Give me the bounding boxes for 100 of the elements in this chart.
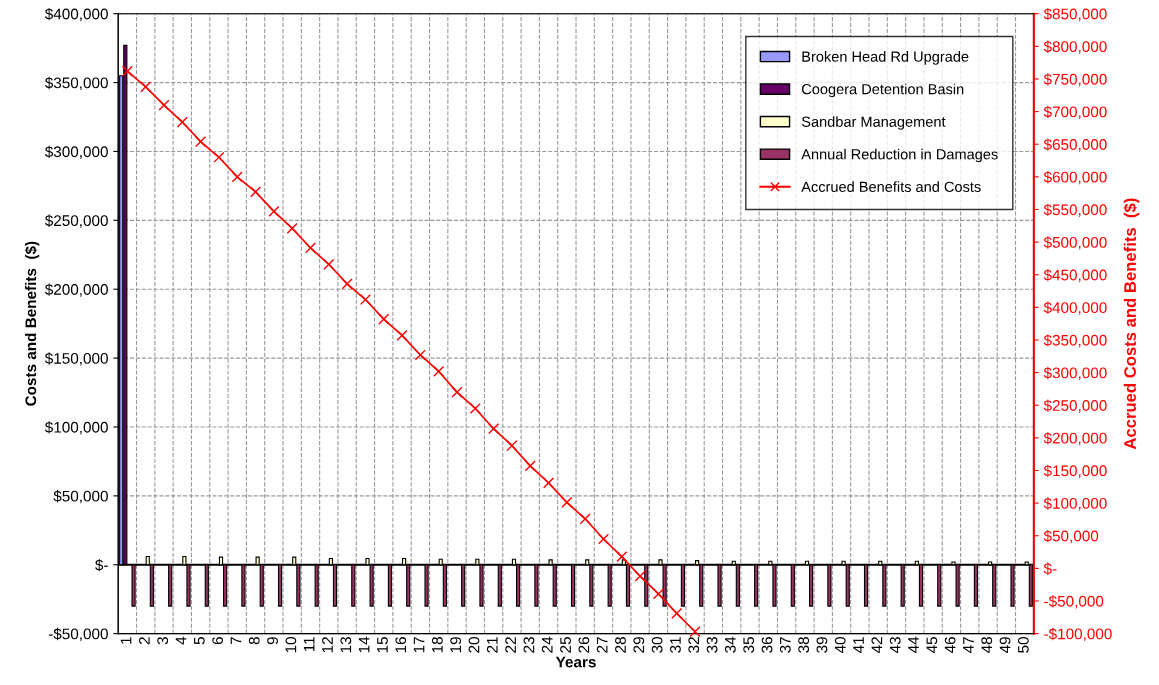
x-tick-label: 20 <box>468 637 480 653</box>
y2-tick-label: $200,000 <box>1043 432 1107 446</box>
point <box>469 402 481 415</box>
y2-tick-label: $650,000 <box>1043 138 1107 152</box>
point <box>634 570 646 582</box>
y-tick-label: $400,000 <box>44 7 108 22</box>
y-tick-label: -$50,000 <box>48 627 108 642</box>
x-tick-label: 33 <box>706 637 718 653</box>
point <box>268 205 280 217</box>
point <box>506 440 518 452</box>
x-axis-title: Years <box>555 656 596 668</box>
y2-tick-label: $800,000 <box>1043 40 1107 54</box>
x-tick-label: 11 <box>303 637 315 652</box>
y2-tick-label: -$50,000 <box>1044 595 1104 609</box>
x-tick-label: 9 <box>267 637 278 645</box>
x-tick-label: 8 <box>248 637 260 645</box>
x-tick-label: 4 <box>175 636 187 645</box>
y2-tick-label: $850,000 <box>1043 7 1107 22</box>
point <box>396 329 408 341</box>
x-tick-label: 44 <box>908 636 919 654</box>
point <box>542 477 555 489</box>
point <box>451 386 463 398</box>
point <box>250 186 262 198</box>
y2-tick-label: $700,000 <box>1043 105 1107 120</box>
point <box>616 551 628 563</box>
y2-tick-label: $100,000 <box>1043 497 1107 511</box>
x-tick-label: 14 <box>358 636 370 653</box>
x-tick-label: 21 <box>486 637 498 653</box>
point <box>652 588 664 600</box>
y2-tick-label: $250,000 <box>1043 399 1107 413</box>
y2-tick-label: $450,000 <box>1043 268 1107 283</box>
y2-tick-label: $750,000 <box>1043 73 1107 87</box>
y-tick-label: $100,000 <box>44 421 108 435</box>
point <box>524 460 536 472</box>
x-tick-label: 1 <box>120 637 132 644</box>
point <box>213 151 225 163</box>
point <box>597 533 610 545</box>
point <box>286 222 298 234</box>
point <box>671 607 683 619</box>
x-tick-label: 15 <box>377 637 388 653</box>
x-tick-label: 26 <box>578 637 590 653</box>
point <box>579 513 591 525</box>
y2-tick-label: $50,000 <box>1043 529 1099 544</box>
point <box>359 293 371 306</box>
x-tick-label: 27 <box>596 637 608 653</box>
x-tick-label: 34 <box>724 636 736 653</box>
legend-label: Coogera Detention Basin <box>801 83 964 98</box>
x-tick-label: 6 <box>212 637 224 645</box>
x-tick-label: 43 <box>889 637 901 654</box>
x-tick-label: 24 <box>541 636 553 653</box>
point <box>414 349 426 361</box>
x-tick-label: 10 <box>285 637 297 653</box>
x-tick-label: 12 <box>322 637 333 653</box>
y-tick-label: $350,000 <box>44 76 108 91</box>
legend-label: Annual Reduction in Damages <box>801 148 998 163</box>
y2-axis-title: Accrued Costs and Benefits ($) <box>1123 198 1140 450</box>
y-tick-label: $150,000 <box>44 352 108 366</box>
y2-tick-label: $300,000 <box>1043 366 1107 381</box>
y2-tick-label: -$100,000 <box>1044 627 1112 642</box>
x-tick-label: 48 <box>981 637 993 654</box>
x-tick-label: 13 <box>340 637 352 653</box>
point <box>341 278 353 290</box>
point <box>121 65 133 77</box>
x-tick-label: 28 <box>615 637 626 653</box>
x-tick-label: 50 <box>1017 637 1029 653</box>
y2-tick-label: $500,000 <box>1043 236 1107 250</box>
y-tick-label: $200,000 <box>44 283 108 297</box>
y2-tick-label: $600,000 <box>1043 171 1107 185</box>
y-tick-label: $250,000 <box>44 214 108 228</box>
y2-tick-label: $150,000 <box>1043 464 1107 478</box>
x-tick-label: 22 <box>505 637 516 653</box>
x-tick-label: 29 <box>633 637 645 653</box>
x-tick-label: 46 <box>944 637 956 654</box>
x-tick-label: 5 <box>194 637 205 645</box>
point <box>561 496 573 509</box>
point <box>140 81 152 93</box>
point <box>689 626 701 638</box>
point <box>378 313 390 325</box>
x-tick-label: 35 <box>743 637 755 653</box>
x-tick-label: 39 <box>816 637 828 653</box>
point <box>323 258 335 270</box>
x-tick-label: 37 <box>779 637 791 653</box>
x-tick-label: 18 <box>431 637 443 653</box>
legend-label: Sandbar Management <box>801 116 946 130</box>
x-tick-label: 41 <box>853 637 864 654</box>
x-tick-label: 42 <box>871 637 883 654</box>
y-tick-label: $50,000 <box>53 490 108 504</box>
x-tick-label: 38 <box>798 637 810 653</box>
point <box>195 136 207 148</box>
x-tick-label: 16 <box>395 637 407 653</box>
y2-tick-label: $400,000 <box>1043 301 1107 315</box>
x-tick-label: 7 <box>230 637 242 645</box>
point <box>433 365 445 377</box>
x-tick-label: 36 <box>761 637 773 653</box>
y2-tick-label: $350,000 <box>1043 334 1107 348</box>
x-tick-label: 2 <box>138 637 150 645</box>
y-tick-label: $300,000 <box>44 145 108 159</box>
x-tick-label: 30 <box>651 637 663 653</box>
x-tick-label: 47 <box>963 637 974 654</box>
x-tick-label: 49 <box>999 637 1011 654</box>
